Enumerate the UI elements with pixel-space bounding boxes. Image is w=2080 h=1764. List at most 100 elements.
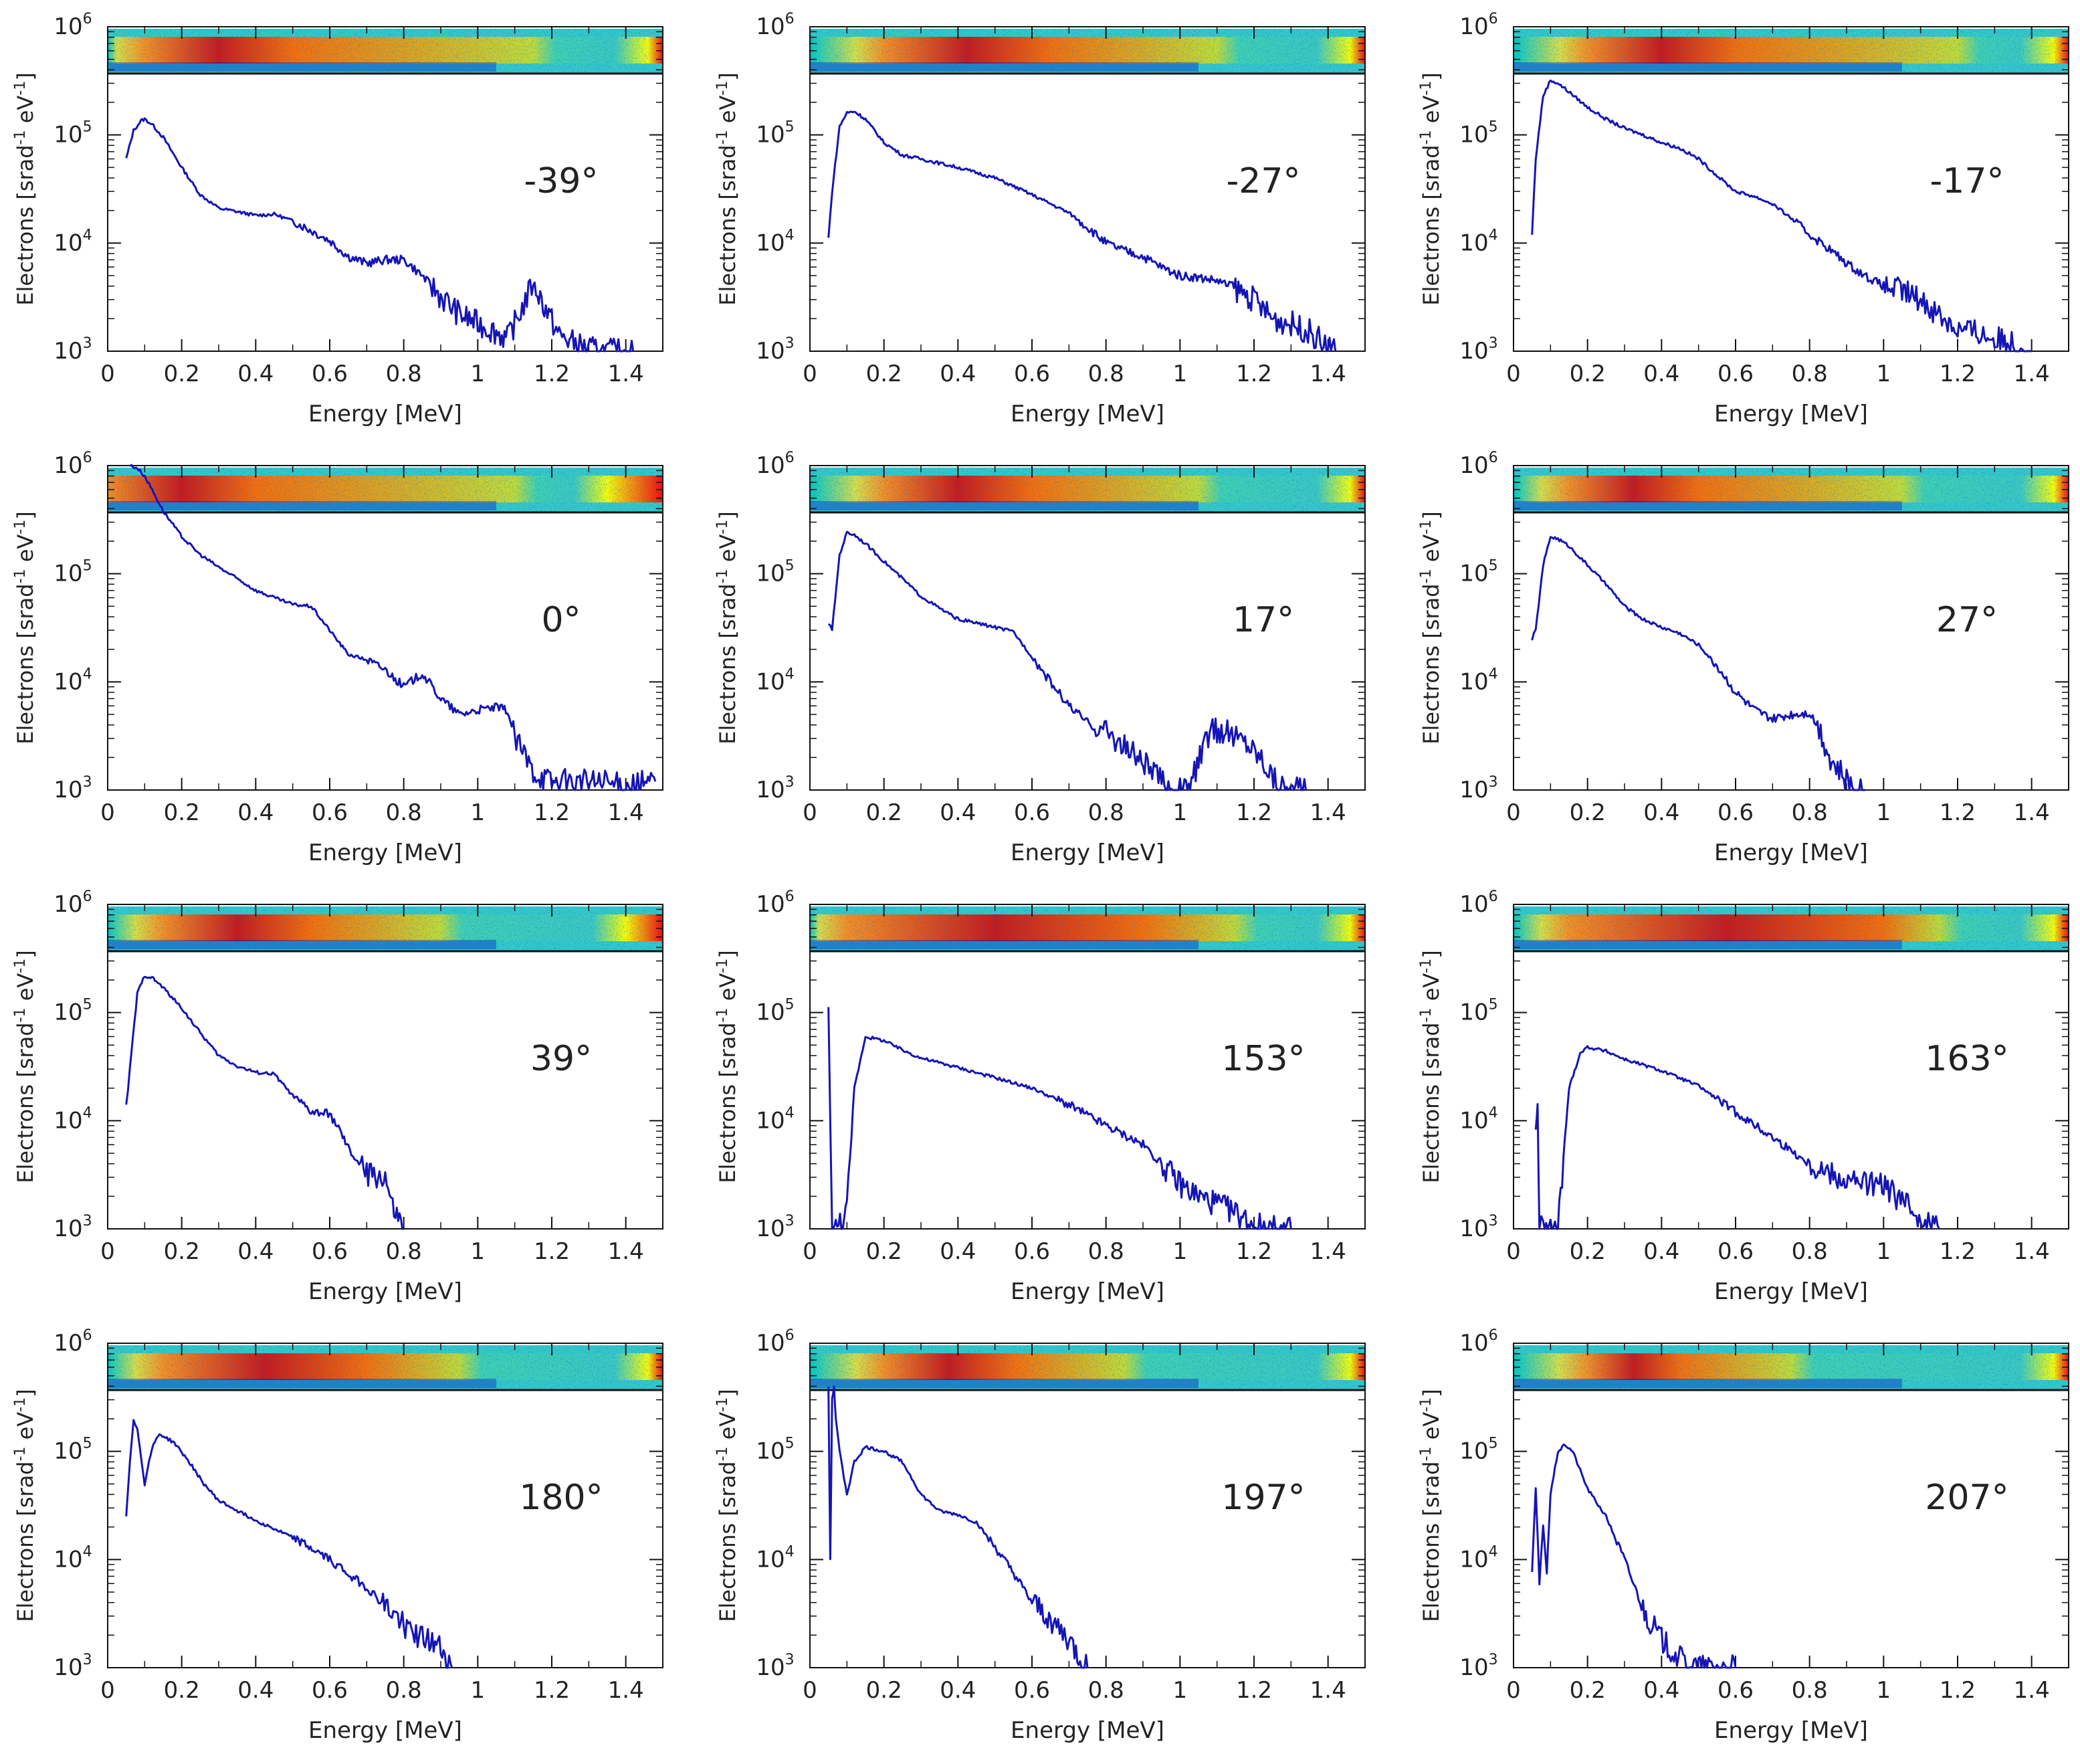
y-tick-label: 103 [756, 1213, 794, 1242]
x-axis-label: Energy [MeV] [308, 840, 462, 866]
y-axis-label: Electrons [srad-1 eV-1] [12, 511, 38, 744]
angle-label: 197° [1221, 1478, 1305, 1518]
x-tick-label: 0.8 [386, 1677, 422, 1704]
x-tick-label: 1 [1173, 1677, 1188, 1704]
x-tick-label: 0 [1506, 1238, 1521, 1265]
x-axis-label: Energy [MeV] [1714, 840, 1868, 866]
x-tick-label: 0.2 [1570, 1677, 1606, 1704]
y-tick-label: 105 [1459, 1436, 1497, 1465]
x-tick-label: 1.4 [608, 1238, 644, 1265]
y-tick-label: 105 [756, 997, 794, 1026]
axes-frame [1513, 904, 2069, 1230]
chart-panel: 103 104 105 106 0 0.2 0.4 0.6 0.8 1 1.2 1.4 Energy [… [12, 11, 663, 427]
y-tick-label: 104 [54, 1104, 92, 1134]
x-tick-label: 0.2 [866, 1238, 902, 1265]
chart-panel: 103 104 105 106 0 0.2 0.4 0.6 0.8 1 1.2 1.4 Energy [… [12, 888, 663, 1305]
x-tick-label: 0.4 [940, 799, 976, 826]
y-tick-label: 103 [756, 335, 794, 365]
y-tick-label: 106 [54, 1327, 92, 1357]
x-tick-label: 1.2 [1236, 1677, 1272, 1704]
spectrum-image-speckle [108, 29, 663, 73]
x-tick-label: 0 [1506, 799, 1521, 826]
electron-spectrum-line [125, 1419, 453, 1669]
chart-panel: 103 104 105 106 0 0.2 0.4 0.6 0.8 1 1.2 1.4 Energy [… [1418, 888, 2069, 1305]
angle-label: 39° [530, 1039, 592, 1079]
y-tick-label: 103 [54, 1652, 92, 1681]
x-tick-label: 1 [1173, 1238, 1188, 1265]
y-tick-label: 104 [756, 666, 794, 695]
x-tick-label: 1.2 [1940, 1677, 1976, 1704]
x-tick-label: 0.4 [1643, 1677, 1679, 1704]
x-axis-label: Energy [MeV] [308, 1717, 462, 1744]
x-tick-label: 1.2 [534, 1677, 570, 1704]
x-tick-label: 1.4 [1310, 361, 1346, 387]
y-axis-label: Electrons [srad-1 eV-1] [714, 950, 740, 1183]
x-tick-label: 0.8 [1088, 1238, 1124, 1265]
y-tick-label: 105 [1459, 119, 1497, 149]
x-axis-label: Energy [MeV] [1011, 1278, 1164, 1305]
x-tick-label: 0.2 [164, 1238, 200, 1265]
x-tick-label: 1 [471, 1677, 486, 1704]
x-tick-label: 0.2 [164, 1677, 200, 1704]
chart-panel: 103 104 105 106 0 0.2 0.4 0.6 0.8 1 1.2 1.4 Energy [… [1418, 11, 2069, 427]
electron-spectrum-line [827, 110, 1337, 353]
y-axis-label: Electrons [srad-1 eV-1] [12, 1389, 38, 1622]
y-tick-label: 105 [756, 1436, 794, 1465]
y-tick-label: 103 [54, 1213, 92, 1242]
y-tick-label: 106 [54, 888, 92, 918]
spectrum-image-speckle [108, 1345, 663, 1389]
y-tick-label: 106 [54, 11, 92, 40]
y-tick-label: 104 [54, 227, 92, 256]
y-axis-label: Electrons [srad-1 eV-1] [1418, 1389, 1444, 1622]
x-tick-label: 1.2 [534, 1238, 570, 1265]
chart-panel: 103 104 105 106 0 0.2 0.4 0.6 0.8 1 1.2 1.4 Energy [… [12, 1327, 663, 1744]
angle-label: 27° [1936, 600, 1998, 640]
angle-label: 207° [1925, 1478, 2008, 1518]
spectrum-image-speckle [108, 906, 663, 951]
x-tick-label: 1.4 [1310, 1238, 1346, 1265]
x-tick-label: 1.4 [2014, 1677, 2050, 1704]
x-tick-label: 0.6 [312, 1238, 348, 1265]
x-tick-label: 0.6 [1718, 799, 1754, 826]
x-tick-label: 1 [471, 799, 486, 826]
x-tick-label: 0 [100, 1238, 115, 1265]
x-tick-label: 0.8 [1792, 1677, 1828, 1704]
electron-spectrum-line [1531, 536, 1865, 791]
x-tick-label: 0.8 [386, 1238, 422, 1265]
y-tick-label: 103 [1459, 335, 1497, 365]
spectrum-image-speckle [1514, 906, 2069, 951]
y-tick-label: 106 [756, 1327, 794, 1357]
x-tick-label: 1 [1877, 1238, 1891, 1265]
x-axis-label: Energy [MeV] [1011, 401, 1164, 427]
y-tick-label: 105 [756, 119, 794, 149]
angle-label: 163° [1925, 1039, 2008, 1079]
y-tick-label: 103 [1459, 1213, 1497, 1242]
electron-spectrum-line [1534, 1045, 1940, 1230]
y-tick-label: 105 [756, 558, 794, 587]
y-axis-label: Electrons [srad-1 eV-1] [12, 950, 38, 1183]
y-axis-label: Electrons [srad-1 eV-1] [714, 72, 740, 305]
x-tick-label: 0.2 [866, 361, 902, 387]
axes-frame [1513, 26, 2069, 352]
x-tick-label: 1 [471, 361, 486, 387]
x-tick-label: 0.4 [237, 1677, 274, 1704]
chart-panel: 103 104 105 106 0 0.2 0.4 0.6 0.8 1 1.2 1.4 Energy [… [714, 1327, 1366, 1744]
chart-panel: 103 104 105 106 0 0.2 0.4 0.6 0.8 1 1.2 1.4 Energy [… [714, 11, 1366, 427]
electron-spectrum-line [129, 464, 657, 791]
x-tick-label: 0.4 [940, 1677, 976, 1704]
x-tick-label: 0.2 [1570, 799, 1606, 826]
x-tick-label: 0.4 [940, 1238, 976, 1265]
x-tick-label: 0.2 [866, 1677, 902, 1704]
x-axis-label: Energy [MeV] [308, 401, 462, 427]
y-tick-label: 104 [1459, 1543, 1497, 1573]
x-tick-label: 0.8 [1088, 361, 1124, 387]
x-tick-label: 0.2 [1570, 1238, 1606, 1265]
x-tick-label: 1.2 [534, 361, 570, 387]
x-tick-label: 0.6 [1014, 1677, 1050, 1704]
x-tick-label: 0 [803, 799, 817, 826]
y-tick-label: 105 [54, 997, 92, 1026]
x-tick-label: 0.8 [1792, 799, 1828, 826]
x-tick-label: 1 [1877, 361, 1891, 387]
chart-panel: 103 104 105 106 0 0.2 0.4 0.6 0.8 1 1.2 1.4 Energy [… [1418, 450, 2069, 866]
